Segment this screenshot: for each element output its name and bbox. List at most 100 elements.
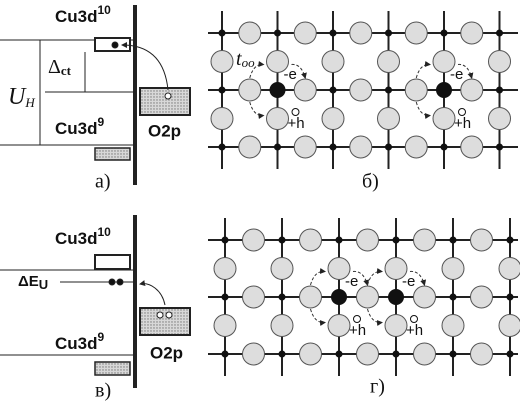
copper — [496, 87, 503, 94]
oxygen — [414, 343, 436, 365]
oxygen — [414, 286, 436, 308]
oxygen — [378, 51, 400, 73]
text: Cu3d — [55, 334, 98, 353]
electron-site — [270, 82, 286, 98]
oxygen — [350, 22, 372, 44]
copper — [274, 144, 281, 151]
oxygen — [405, 22, 427, 44]
oxygen — [239, 79, 261, 101]
oxygen — [357, 229, 379, 251]
oxygen — [214, 258, 236, 280]
text: 9 — [98, 115, 105, 129]
copper — [274, 30, 281, 37]
panel-label: г) — [370, 376, 385, 398]
copper — [507, 237, 514, 244]
copper — [330, 30, 337, 37]
text: H — [24, 95, 35, 110]
oxygen — [499, 315, 520, 337]
hole-label: +h — [454, 115, 471, 132]
text: Cu3d — [55, 229, 98, 248]
oxygen — [211, 108, 233, 130]
shift-label: ΔEU — [18, 273, 48, 292]
oxygen — [442, 258, 464, 280]
oxygen — [294, 79, 316, 101]
oxygen — [239, 136, 261, 158]
hole-label: +h — [288, 115, 305, 132]
hopping-label: too — [236, 48, 255, 70]
oxygen — [471, 229, 493, 251]
copper — [450, 237, 457, 244]
oxygen — [471, 286, 493, 308]
text: ct — [61, 63, 72, 78]
copper — [393, 237, 400, 244]
oxygen — [243, 286, 265, 308]
copper — [507, 294, 514, 301]
level-label: Cu3d9 — [55, 115, 105, 138]
oxygen — [350, 79, 372, 101]
text: 10 — [98, 225, 112, 239]
electron-label: -e — [345, 273, 358, 290]
oxygen — [214, 315, 236, 337]
band-label: O2p — [148, 121, 181, 140]
copper — [336, 351, 343, 358]
copper — [279, 294, 286, 301]
electron-site — [331, 289, 347, 305]
copper — [222, 237, 229, 244]
oxygen — [461, 22, 483, 44]
band-label: O2p — [150, 343, 183, 362]
hole-label: +h — [349, 322, 366, 339]
copper — [450, 351, 457, 358]
oxygen — [471, 343, 493, 365]
text: Cu3d — [55, 119, 98, 138]
panel-label: в) — [95, 380, 111, 402]
oxygen — [461, 136, 483, 158]
lattice-b: -e+h-e+h — [208, 11, 518, 169]
copper — [385, 144, 392, 151]
hop-arrow — [416, 102, 430, 116]
level-label: Cu3d9 — [55, 330, 105, 353]
oxygen — [294, 22, 316, 44]
text: U — [8, 84, 27, 110]
copper — [222, 294, 229, 301]
oxygen — [322, 51, 344, 73]
oxygen — [267, 108, 289, 130]
oxygen — [211, 51, 233, 73]
oxygen — [300, 343, 322, 365]
electron-site — [388, 289, 404, 305]
copper — [441, 144, 448, 151]
oxygen — [322, 108, 344, 130]
level-label: Cu3d10 — [55, 3, 111, 26]
level-label: Cu3d10 — [55, 225, 111, 248]
copper — [385, 87, 392, 94]
oxygen — [405, 136, 427, 158]
oxygen — [271, 258, 293, 280]
copper — [496, 30, 503, 37]
gap-label: Δct — [48, 56, 72, 78]
oxygen — [350, 136, 372, 158]
copper — [441, 30, 448, 37]
hop-arrow — [368, 309, 383, 323]
lattice-d: -e+h-e+h — [208, 218, 520, 376]
hop-arrow — [416, 64, 430, 78]
oxygen — [243, 343, 265, 365]
copper — [393, 351, 400, 358]
electron-site — [436, 82, 452, 98]
copper — [219, 144, 226, 151]
oxygen — [499, 258, 520, 280]
hole-label: +h — [406, 322, 423, 339]
hop-arrow — [368, 271, 383, 285]
copper — [222, 351, 229, 358]
text: Cu3d — [55, 7, 98, 26]
oxygen — [378, 108, 400, 130]
oxygen — [433, 108, 455, 130]
copper — [450, 294, 457, 301]
copper — [330, 87, 337, 94]
panel-label: б) — [362, 171, 379, 193]
copper — [336, 237, 343, 244]
copper — [507, 351, 514, 358]
oxygen — [271, 315, 293, 337]
oxygen — [385, 315, 407, 337]
figure: Cu3d10 Δct UH Cu3d9 O2p а) Cu3d10 ΔEU Cu… — [0, 0, 520, 409]
hop-arrow — [311, 309, 326, 323]
oxygen — [294, 136, 316, 158]
